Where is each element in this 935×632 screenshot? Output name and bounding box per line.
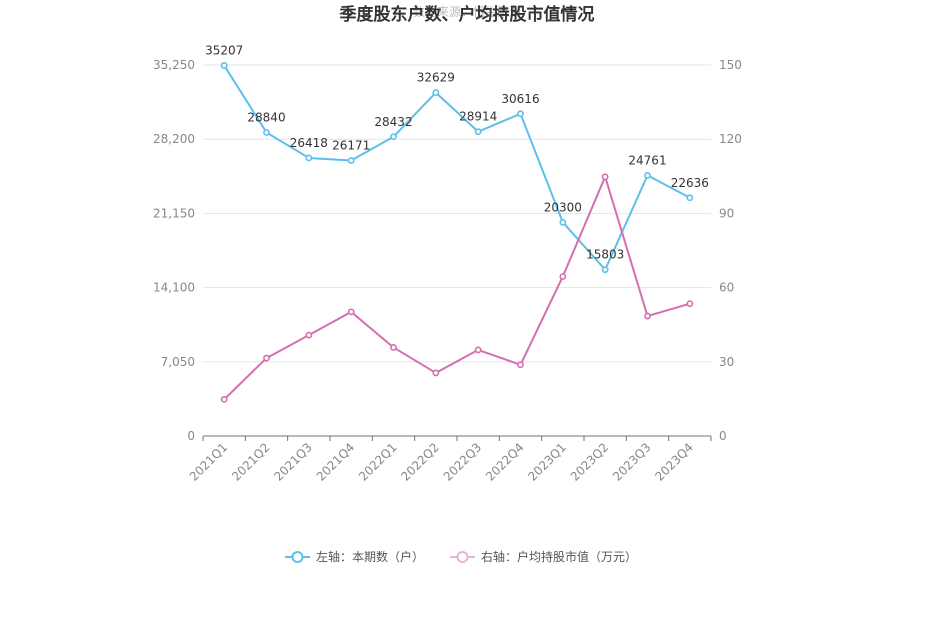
series-point-2: [601, 173, 609, 181]
x-tick-label: 2021Q3: [271, 440, 315, 484]
x-tick-label: 2023Q1: [525, 440, 569, 484]
data-label: 26418: [290, 136, 328, 150]
series-point-2: [644, 312, 651, 320]
x-tick-label: 2022Q1: [356, 440, 400, 484]
x-tick-label: 2022Q4: [483, 440, 527, 484]
x-tick-label: 2023Q3: [610, 440, 654, 484]
series-point-1: [263, 129, 270, 136]
series-layer: [220, 62, 694, 403]
left-tick-label: 0: [187, 429, 195, 443]
right-tick-label: 90: [719, 206, 734, 220]
series-point-1: [390, 133, 397, 141]
data-label: 24761: [628, 153, 666, 167]
left-tick-label: 14,100: [153, 281, 195, 295]
series-point-2: [390, 344, 397, 351]
left-tick-label: 21,150: [153, 206, 195, 220]
series-point-2: [263, 354, 270, 362]
data-label: 28432: [374, 115, 412, 129]
watermark: 数据来源：恒生聚源: [413, 4, 521, 19]
legend-label: 右轴：户均持股市值（万元）: [481, 549, 637, 564]
right-tick-label: 60: [719, 281, 734, 295]
right-tick-label: 120: [719, 132, 742, 146]
series-point-1: [474, 128, 482, 136]
data-label: 28840: [247, 110, 285, 124]
x-tick-label: 2023Q4: [652, 440, 696, 484]
left-tick-label: 7,050: [161, 355, 195, 369]
series-point-2: [517, 361, 524, 369]
series-point-2: [686, 300, 694, 308]
right-tick-label: 0: [719, 429, 727, 443]
series-point-1: [601, 266, 609, 274]
series-line-2: [223, 175, 691, 401]
right-tick-label: 30: [719, 355, 734, 369]
data-label: 32629: [417, 71, 455, 85]
data-label: 28914: [459, 110, 497, 124]
data-label: 30616: [501, 92, 539, 106]
series-point-1: [559, 218, 567, 226]
data-labels: 35207 28840 26418 26171 28432 32629 28914 30616…: [205, 43, 709, 261]
series-point-1: [517, 110, 524, 118]
data-label: 20300: [544, 200, 582, 214]
legend-marker: [291, 551, 304, 563]
series-point-1: [305, 154, 313, 162]
series-point-2: [432, 369, 440, 377]
series-point-1: [347, 157, 355, 164]
series-point-1: [644, 171, 651, 179]
x-tick-label: 2022Q2: [398, 440, 442, 484]
x-tick-label: 2021Q4: [314, 440, 358, 484]
x-tick-label: 2023Q2: [568, 440, 612, 484]
left-tick-label: 35,250: [153, 58, 195, 72]
series-point-2: [474, 346, 482, 354]
legend-item-2: 右轴：户均持股市值（万元）: [450, 549, 637, 564]
left-tick-label: 28,200: [153, 132, 195, 146]
x-tick-label: 2022Q3: [441, 440, 485, 484]
right-tick-label: 150: [719, 58, 742, 72]
series-line-1: [223, 64, 691, 271]
legend-marker: [456, 551, 469, 563]
legend-item-1: 左轴：本期数（户）: [285, 549, 424, 564]
data-label: 35207: [205, 43, 243, 57]
series-point-2: [347, 308, 355, 316]
axes: 0 7,050 14,100 21,150 28,200 35,250 0 30 60 90 120…: [153, 58, 742, 484]
series-point-2: [559, 273, 567, 280]
x-tick-label: 2021Q1: [187, 440, 231, 484]
series-point-1: [220, 62, 228, 69]
x-tick-label: 2021Q2: [229, 440, 273, 484]
series-point-1: [686, 194, 694, 202]
legend-label: 左轴：本期数（户）: [316, 549, 424, 564]
series-point-2: [305, 331, 313, 339]
series-point-2: [220, 395, 228, 403]
chart-title: 季度股东户数、户均持股市值情况: [340, 4, 595, 25]
data-label: 22636: [671, 176, 709, 190]
legend: 左轴：本期数（户） 右轴：户均持股市值（万元）: [285, 549, 637, 564]
data-label: 15803: [586, 248, 624, 262]
data-label: 26171: [332, 139, 370, 153]
series-point-1: [432, 89, 440, 96]
